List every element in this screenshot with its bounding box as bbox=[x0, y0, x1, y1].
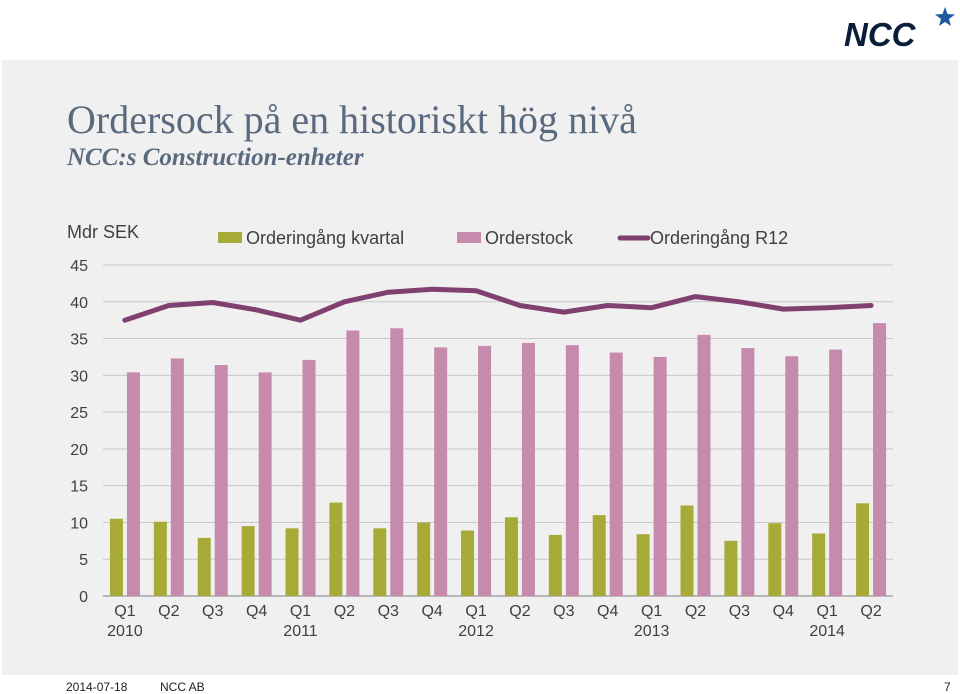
bar-orderstock bbox=[258, 372, 272, 596]
bar-orderingang-kvartal bbox=[461, 530, 475, 596]
bar-orderstock bbox=[390, 328, 404, 596]
bar-orderstock bbox=[126, 372, 140, 596]
y-tick-label: 45 bbox=[70, 258, 88, 275]
bar-orderingang-kvartal bbox=[504, 517, 518, 596]
bar-orderingang-kvartal bbox=[724, 540, 738, 596]
bar-orderstock bbox=[214, 365, 228, 596]
x-tick-label: Q4 bbox=[246, 603, 267, 620]
x-year-label: 2013 bbox=[634, 623, 670, 640]
x-tick-label: Q3 bbox=[202, 603, 223, 620]
footer-company: NCC AB bbox=[160, 680, 205, 694]
x-tick-label: Q1 bbox=[290, 603, 311, 620]
legend-label-kvartal: Orderingång kvartal bbox=[246, 228, 404, 248]
legend-label-r12: Orderingång R12 bbox=[650, 228, 788, 248]
bar-orderingang-kvartal bbox=[856, 503, 870, 596]
bar-orderstock bbox=[873, 323, 887, 596]
x-tick-label: Q4 bbox=[421, 603, 442, 620]
y-tick-label: 0 bbox=[79, 589, 88, 606]
y-tick-label: 20 bbox=[70, 442, 88, 459]
bar-orderingang-kvartal bbox=[285, 528, 299, 596]
legend-swatch-kvartal bbox=[218, 232, 242, 243]
x-tick-label: Q1 bbox=[641, 603, 662, 620]
ncc-logo: NCC bbox=[844, 7, 955, 50]
x-tick-label: Q2 bbox=[685, 603, 706, 620]
bar-orderstock bbox=[741, 348, 755, 596]
y-axis-unit-label: Mdr SEK bbox=[67, 222, 140, 242]
x-tick-label: Q2 bbox=[158, 603, 179, 620]
bar-orderingang-kvartal bbox=[417, 522, 431, 596]
logo-text: NCC bbox=[844, 16, 917, 50]
y-tick-label: 10 bbox=[70, 515, 88, 532]
y-tick-label: 35 bbox=[70, 332, 88, 349]
y-tick-label: 40 bbox=[70, 295, 88, 312]
x-tick-label: Q1 bbox=[465, 603, 486, 620]
bar-orderstock bbox=[478, 345, 492, 596]
x-tick-label: Q3 bbox=[378, 603, 399, 620]
x-tick-label: Q1 bbox=[816, 603, 837, 620]
bar-orderstock bbox=[170, 358, 184, 596]
bar-orderingang-kvartal bbox=[109, 518, 123, 596]
bar-orderstock bbox=[521, 342, 535, 596]
x-year-label: 2014 bbox=[809, 623, 845, 640]
bar-orderingang-kvartal bbox=[548, 534, 562, 596]
page-subtitle: NCC:s Construction-enheter bbox=[67, 144, 364, 171]
x-tick-label: Q2 bbox=[509, 603, 530, 620]
x-year-label: 2010 bbox=[107, 623, 143, 640]
bar-orderingang-kvartal bbox=[636, 534, 650, 596]
x-year-label: 2011 bbox=[283, 623, 318, 640]
bar-orderstock bbox=[653, 356, 667, 596]
bar-orderingang-kvartal bbox=[768, 523, 782, 596]
bar-orderingang-kvartal bbox=[373, 528, 387, 596]
x-tick-label: Q2 bbox=[860, 603, 881, 620]
y-tick-label: 30 bbox=[70, 368, 88, 385]
bar-orderingang-kvartal bbox=[680, 505, 694, 596]
legend-label-orderstock: Orderstock bbox=[485, 228, 574, 248]
logo-star-icon bbox=[935, 7, 955, 26]
bar-orderingang-kvartal bbox=[241, 526, 255, 596]
y-tick-label: 5 bbox=[79, 552, 88, 569]
x-tick-label: Q2 bbox=[334, 603, 355, 620]
bar-orderstock bbox=[829, 349, 843, 596]
x-tick-label: Q1 bbox=[114, 603, 135, 620]
x-year-label: 2012 bbox=[458, 623, 494, 640]
page-number: 7 bbox=[944, 680, 951, 694]
bar-orderingang-kvartal bbox=[329, 502, 343, 596]
legend-swatch-orderstock bbox=[457, 232, 481, 243]
bar-orderstock bbox=[565, 345, 579, 596]
bar-orderingang-kvartal bbox=[592, 515, 606, 596]
page-title: Ordersock på en historiskt hög nivå bbox=[67, 97, 637, 142]
bar-orderstock bbox=[609, 352, 623, 596]
bar-orderstock bbox=[434, 347, 448, 596]
bar-orderingang-kvartal bbox=[153, 521, 167, 596]
footer-date: 2014-07-18 bbox=[66, 680, 128, 694]
bar-orderstock bbox=[346, 330, 360, 596]
bar-orderstock bbox=[785, 356, 799, 596]
line-orderingang-r12 bbox=[122, 286, 874, 323]
y-tick-label: 15 bbox=[70, 479, 88, 496]
x-tick-label: Q3 bbox=[729, 603, 750, 620]
x-tick-label: Q3 bbox=[553, 603, 574, 620]
bar-orderingang-kvartal bbox=[812, 533, 826, 596]
bar-orderstock bbox=[697, 334, 711, 596]
bar-orderingang-kvartal bbox=[197, 537, 211, 596]
x-tick-label: Q4 bbox=[597, 603, 618, 620]
bar-orderstock bbox=[302, 359, 316, 596]
y-tick-label: 25 bbox=[70, 405, 88, 422]
x-tick-label: Q4 bbox=[773, 603, 794, 620]
